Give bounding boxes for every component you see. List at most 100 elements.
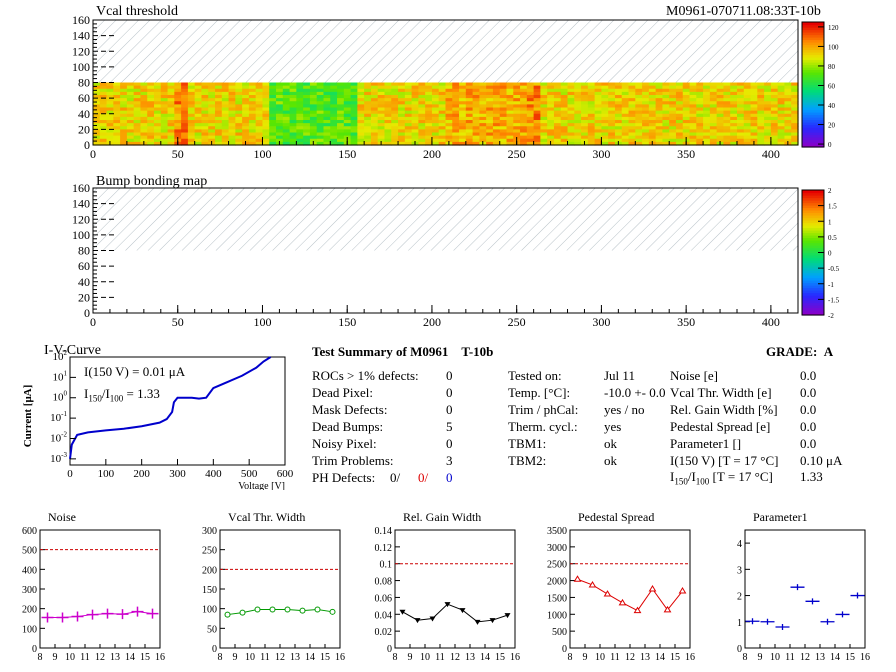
heatmap-cell <box>513 129 521 134</box>
heatmap-cell <box>262 129 270 134</box>
heatmap-cell <box>757 95 765 99</box>
heatmap-cell <box>757 82 765 87</box>
heatmap-cell <box>248 88 257 93</box>
x-tick-label: 13 <box>290 652 300 663</box>
heatmap-cell <box>547 135 555 140</box>
heatmap-cell <box>479 95 487 99</box>
heatmap-cell <box>723 141 731 146</box>
heatmap-cell <box>567 85 575 90</box>
heatmap-cell <box>472 126 480 130</box>
heatmap-cell <box>723 126 731 130</box>
heatmap-cell <box>276 135 284 140</box>
heatmap-cell <box>93 82 101 87</box>
heatmap-cell <box>777 91 786 96</box>
y-tick-label: 2000 <box>547 577 567 588</box>
heatmap-cell <box>601 110 609 115</box>
heatmap-cell <box>608 107 616 112</box>
heatmap-cell <box>431 138 440 143</box>
heatmap-cell <box>167 98 175 102</box>
heatmap-cell <box>248 98 257 102</box>
heatmap-cell <box>431 135 440 140</box>
heatmap-cell <box>716 85 725 90</box>
heatmap-cell <box>581 132 589 137</box>
heatmap-cell <box>242 113 250 118</box>
heatmap-cell <box>93 95 101 99</box>
heatmap-cell <box>276 129 284 134</box>
heatmap-cell <box>662 104 670 109</box>
chart-title: Parameter1 <box>753 510 808 524</box>
heatmap-cell <box>147 85 155 90</box>
palette-tick-label: 60 <box>828 82 836 90</box>
heatmap-cell <box>174 88 182 93</box>
heatmap-cell <box>459 98 467 102</box>
heatmap-cell <box>404 116 413 121</box>
heatmap-cell <box>655 85 664 90</box>
heatmap-cell <box>723 107 731 112</box>
heatmap-cell <box>194 110 203 115</box>
heatmap-cell <box>608 98 616 102</box>
heatmap-cell <box>140 138 148 143</box>
heatmap-cell <box>187 113 196 118</box>
heatmap-cell <box>750 126 758 130</box>
chart-frame <box>744 529 866 649</box>
heatmap-cell <box>147 129 155 134</box>
heatmap-cell <box>648 98 657 102</box>
heatmap-cell <box>350 116 358 121</box>
heatmap-cell <box>574 88 582 93</box>
heatmap-cell <box>364 116 372 121</box>
heatmap-cell <box>777 126 786 130</box>
heatmap-cell <box>533 82 542 87</box>
heatmap-cell <box>269 85 277 90</box>
heatmap-cell <box>526 135 535 140</box>
heatmap-cell <box>93 129 101 134</box>
heatmap-cell <box>370 110 379 115</box>
heatmap-cell <box>160 120 169 124</box>
heatmap-cell <box>445 132 453 137</box>
palette-cell <box>802 59 824 63</box>
heatmap-cell <box>431 126 440 130</box>
heatmap-cell <box>743 141 752 146</box>
heatmap-cell <box>567 82 575 87</box>
heatmap-cell <box>621 88 630 93</box>
heatmap-cell <box>438 95 447 99</box>
heatmap-cell <box>486 91 494 96</box>
heatmap-cell <box>154 110 162 115</box>
x-tick-label: 400 <box>762 147 780 161</box>
heatmap-cell <box>140 95 148 99</box>
heatmap-cell <box>187 101 196 105</box>
heatmap-cell <box>106 88 114 93</box>
heatmap-cell <box>655 129 664 134</box>
y-tick-label: 400 <box>22 565 37 576</box>
heatmap-cell <box>601 113 609 118</box>
palette-cell <box>802 212 824 216</box>
heatmap-cell <box>770 113 779 118</box>
palette-cell <box>802 192 824 196</box>
heatmap-cell <box>465 85 474 90</box>
heatmap-cell <box>682 132 691 137</box>
data-point <box>269 606 276 613</box>
x-tick-label: 15 <box>670 652 680 663</box>
heatmap-cell <box>201 129 209 134</box>
heatmap-cell <box>262 91 270 96</box>
palette-tick-label: -1.5 <box>828 296 840 304</box>
heatmap-cell <box>621 132 630 137</box>
heatmap-cell <box>276 116 284 121</box>
heatmap-cell <box>601 123 609 127</box>
heatmap-cell <box>147 88 155 93</box>
heatmap-cell <box>404 138 413 143</box>
heatmap-cell <box>323 126 331 130</box>
heatmap-cell <box>398 113 406 118</box>
heatmap-cell <box>248 126 257 130</box>
heatmap-cell <box>228 101 236 105</box>
heatmap-cell <box>716 110 725 115</box>
heatmap-cell <box>120 82 128 87</box>
heatmap-cell <box>194 98 203 102</box>
y-tick-label: 0.02 <box>375 627 393 638</box>
heatmap-cell <box>181 110 189 115</box>
heatmap-cell <box>567 120 575 124</box>
heatmap-cell <box>411 101 419 105</box>
heatmap-cell <box>750 82 758 87</box>
heatmap-cell <box>486 113 494 118</box>
heatmap-cell <box>357 116 365 121</box>
heatmap-cell <box>242 91 250 96</box>
